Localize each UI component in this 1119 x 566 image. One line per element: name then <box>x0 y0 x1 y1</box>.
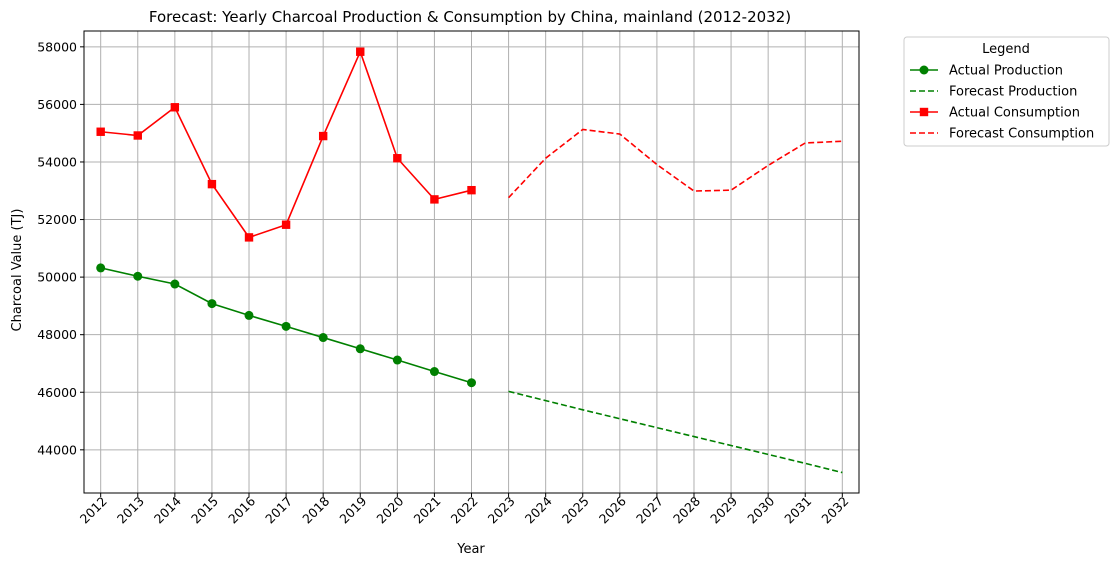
actual-consumption-point <box>207 179 217 189</box>
actual-consumption-point <box>467 185 476 195</box>
actual-production-point <box>96 263 106 273</box>
actual-consumption-point <box>430 195 439 204</box>
y-tick-label: 44000 <box>37 442 77 457</box>
actual-production-point <box>170 279 180 289</box>
legend-marker-actual-consumption <box>919 107 929 117</box>
actual-consumption-point <box>281 220 291 229</box>
y-tick-label: 58000 <box>37 39 77 54</box>
y-tick-label: 54000 <box>37 154 77 169</box>
forecast-consumption-line <box>507 128 843 199</box>
actual-production-point <box>467 378 476 388</box>
actual-production-point <box>244 310 254 320</box>
actual-consumption-point <box>318 131 328 141</box>
actual-production-point <box>133 271 143 281</box>
actual-consumption-point <box>96 127 105 136</box>
y-tick-label: 50000 <box>37 270 77 285</box>
actual-consumption-point <box>356 47 365 56</box>
legend-label-actual-production: Actual Production <box>949 64 1063 79</box>
forecast-production-line <box>508 390 843 474</box>
actual-production-point <box>281 321 291 331</box>
actual-production-point <box>355 344 365 354</box>
legend-frame <box>903 36 1110 147</box>
chart-title: Forecast: Yearly Charcoal Production & C… <box>149 8 791 26</box>
actual-consumption-point <box>170 103 180 112</box>
legend-title: Legend <box>982 42 1030 57</box>
legend-marker-actual-production <box>919 65 929 75</box>
x-axis-label: Year <box>456 542 485 557</box>
actual-production-point <box>392 355 402 365</box>
legend-label-actual-consumption: Actual Consumption <box>949 106 1080 121</box>
series-layer <box>96 47 843 474</box>
actual-production-point <box>318 333 328 343</box>
y-tick-label: 52000 <box>37 212 77 227</box>
actual-production-point <box>207 299 217 309</box>
legend-label-forecast-consumption: Forecast Consumption <box>949 127 1094 142</box>
y-axis-label: Charcoal Value (TJ) <box>10 209 25 332</box>
actual-consumption-point <box>133 131 142 140</box>
legend-label-forecast-production: Forecast Production <box>949 85 1077 100</box>
legend-entries: Actual Production Forecast Production Actu… <box>910 64 1094 142</box>
actual-consumption-point <box>244 233 254 242</box>
actual-production-point <box>429 367 439 377</box>
legend: Legend Actual Production Forecast Product… <box>903 36 1110 147</box>
y-tick-label: 46000 <box>37 385 77 400</box>
y-tick-label: 56000 <box>37 97 77 112</box>
actual-consumption-point <box>393 154 402 163</box>
y-tick-label: 48000 <box>37 327 77 342</box>
